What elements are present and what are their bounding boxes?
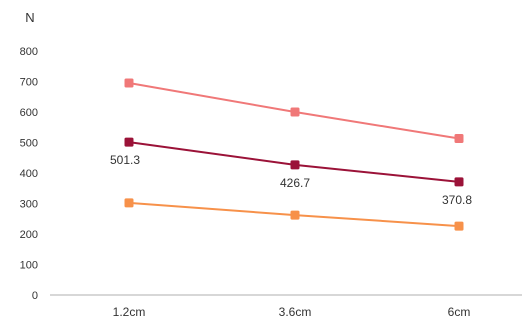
x-axis-ticks: 1.2cm 3.6cm 6cm: [113, 305, 471, 319]
series-0-point-1: [290, 107, 300, 117]
x-tick-label: 3.6cm: [279, 305, 312, 319]
series-2-point-0: [124, 198, 134, 208]
y-tick-label: 400: [20, 168, 38, 180]
series-layer: 501.3 426.7 370.8: [110, 78, 472, 231]
series-1-point-0: [124, 137, 134, 147]
x-tick-label: 1.2cm: [113, 305, 146, 319]
series-2-point-2: [454, 221, 464, 231]
x-tick-label: 6cm: [448, 305, 471, 319]
series-2-point-1: [290, 210, 300, 220]
y-tick-label: 0: [32, 290, 38, 302]
series-1-point-2: [454, 177, 464, 187]
series-1-point-1: [290, 160, 300, 170]
y-axis-title: N: [25, 10, 34, 25]
y-tick-label: 300: [20, 199, 38, 211]
data-label: 501.3: [110, 153, 140, 167]
y-tick-label: 200: [20, 229, 38, 241]
series-0-point-0: [124, 78, 134, 88]
y-tick-label: 700: [20, 77, 38, 89]
y-tick-label: 600: [20, 107, 38, 119]
data-label: 426.7: [280, 176, 310, 190]
y-axis-ticks: 0 100 200 300 400 500 600 700 800: [20, 46, 38, 302]
y-tick-label: 800: [20, 46, 38, 58]
data-label: 370.8: [442, 193, 472, 207]
series-0-point-2: [454, 134, 464, 144]
y-tick-label: 100: [20, 260, 38, 272]
y-tick-label: 500: [20, 138, 38, 150]
